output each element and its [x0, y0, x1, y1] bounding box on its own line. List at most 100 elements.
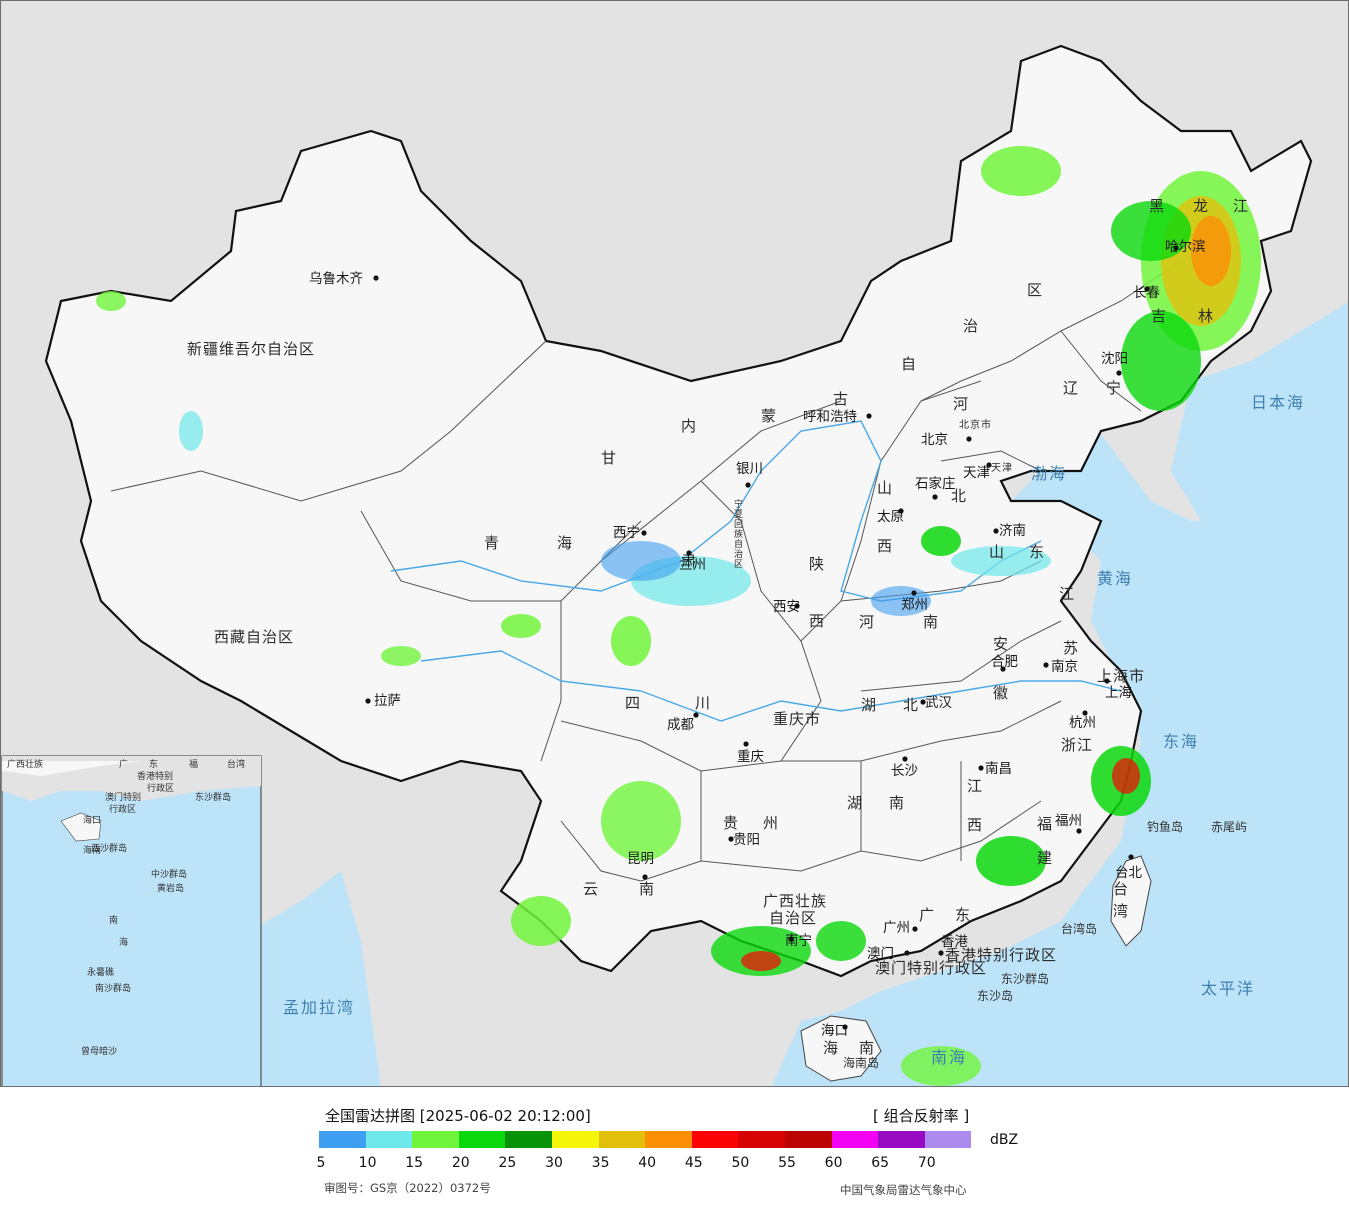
tick-label: 65	[871, 1155, 890, 1171]
province-label-shandong1: 山	[989, 543, 1005, 561]
island-label-dongsha-qundao: 东沙群岛	[1001, 971, 1049, 986]
inset-label: 香港特别	[137, 770, 173, 782]
city-marker	[686, 550, 692, 556]
color-swatch	[551, 1131, 599, 1148]
city-label: 呼和浩特	[803, 409, 857, 425]
color-swatch	[458, 1131, 506, 1148]
island-label-chiwei: 赤尾屿	[1211, 820, 1247, 834]
taiwan-island	[1110, 855, 1152, 947]
province-label-shaanxi1: 陕	[809, 555, 825, 573]
province-label-fujian1: 福	[1037, 815, 1053, 833]
inset-label: 永暑礁	[87, 966, 114, 978]
province-label-hunan2: 南	[889, 794, 905, 812]
tick-label: 55	[778, 1155, 796, 1171]
province-label-hainan1: 海	[823, 1039, 839, 1057]
city-marker	[794, 603, 800, 609]
city-marker	[365, 698, 371, 704]
color-swatch	[598, 1131, 646, 1148]
tick-label: 10	[358, 1155, 377, 1171]
inset-label: 广西壮族	[7, 758, 43, 770]
city-marker	[898, 508, 904, 514]
tick-label: 40	[638, 1155, 657, 1171]
province-label-neimenggu1: 内	[681, 417, 697, 435]
inset-label: 曾母暗沙	[81, 1045, 117, 1057]
city-label: 银川	[736, 461, 763, 477]
city-marker	[966, 436, 972, 442]
city-label: 哈尔滨	[1165, 239, 1206, 255]
province-label-chongqing: 重庆市	[773, 710, 821, 728]
color-swatch	[691, 1131, 739, 1148]
inset-label: 行政区	[109, 803, 136, 815]
province-label-hubei1: 湖	[861, 696, 877, 714]
province-label-heilongjiang1: 黑	[1149, 197, 1165, 215]
province-label-shaanxi2: 西	[809, 612, 825, 630]
color-swatch	[645, 1131, 692, 1148]
province-label-zhejiang: 浙江	[1061, 736, 1093, 754]
province-label-guangdong1: 广	[919, 906, 935, 924]
province-label-neimenggu2: 蒙	[761, 407, 777, 425]
province-label-shanghai: 上海市	[1097, 667, 1145, 685]
city-label: 香港	[941, 934, 969, 950]
inset-label: 西沙群岛	[91, 842, 127, 854]
color-swatch	[924, 1131, 972, 1148]
city-marker	[373, 275, 379, 281]
city-marker	[1173, 245, 1179, 251]
province-borders	[110, 260, 1182, 882]
province-label-heilongjiang2: 龙	[1193, 197, 1209, 215]
city-marker	[904, 950, 910, 956]
province-label-jilin2: 林	[1198, 307, 1214, 325]
city-label: 台北	[1115, 865, 1143, 881]
city-label: 西安	[773, 599, 800, 615]
province-label-sichuan2: 川	[695, 694, 711, 712]
legend-panel: 全国雷达拼图 [2025-06-02 20:12:00] [ 组合反射率 ] d…	[0, 1087, 1349, 1208]
city-label: 太原	[877, 509, 904, 525]
tick-label: 60	[824, 1155, 843, 1171]
province-label-macau: 澳门特别行政区	[875, 959, 987, 977]
city-marker	[920, 699, 926, 705]
province-label-anhui1: 安	[993, 635, 1009, 653]
city-marker	[938, 950, 944, 956]
province-label-jiangxi1: 江	[967, 777, 983, 795]
province-label-guizhou1: 贵	[723, 814, 739, 832]
province-label-guizhou2: 州	[763, 814, 779, 832]
sea-label-yellow-sea: 黄海	[1097, 569, 1133, 588]
city-marker	[641, 530, 647, 536]
city-label: 天津	[963, 465, 990, 481]
city-marker	[1116, 370, 1122, 376]
city-marker	[1144, 286, 1150, 292]
city-label: 石家庄	[915, 475, 956, 492]
city-marker	[911, 590, 917, 596]
color-swatch	[505, 1131, 552, 1148]
city-marker	[842, 1024, 848, 1030]
city-label: 西宁	[613, 524, 640, 541]
city-marker	[642, 874, 648, 880]
city-label: 北京	[921, 432, 948, 448]
province-label-yunnan2: 南	[639, 880, 655, 898]
radar-echoes	[96, 146, 1261, 1086]
sea-label-bengal: 孟加拉湾	[283, 998, 355, 1017]
inset-label: 海南	[83, 844, 101, 856]
city-label: 兰州	[679, 557, 706, 573]
inset-label: 东沙群岛	[195, 791, 231, 803]
province-label-neimenggu6: 区	[1027, 281, 1043, 299]
inset-label: 福	[189, 758, 198, 770]
province-label-taiwan2: 湾	[1113, 902, 1129, 920]
province-label-liaoning1: 辽	[1063, 379, 1079, 397]
land-indochina	[361, 861, 721, 1086]
color-swatch	[738, 1131, 785, 1148]
approval-number: 审图号：GS京（2022）0372号	[324, 1181, 491, 1195]
island-label-diaoyu: 钓鱼岛	[1147, 819, 1183, 834]
province-label-hainan2: 南	[859, 1039, 875, 1057]
city-marker	[1043, 662, 1049, 668]
city-marker	[1104, 678, 1110, 684]
city-label: 杭州	[1069, 715, 1096, 731]
inset-label: 澳门特别	[105, 791, 141, 803]
city-marker	[743, 741, 749, 747]
city-marker	[693, 712, 699, 718]
city-label: 澳门	[867, 946, 894, 962]
city-marker	[978, 765, 984, 771]
province-label-jiangsu1: 江	[1059, 585, 1075, 603]
province-label-anhui2: 徽	[993, 684, 1009, 702]
south-china-sea-inset: 广西壮族广东福台湾香港特别行政区澳门特别行政区东沙群岛海口海南西沙群岛中沙群岛黄…	[1, 755, 262, 1086]
legend-unit: dBZ	[990, 1132, 1019, 1148]
